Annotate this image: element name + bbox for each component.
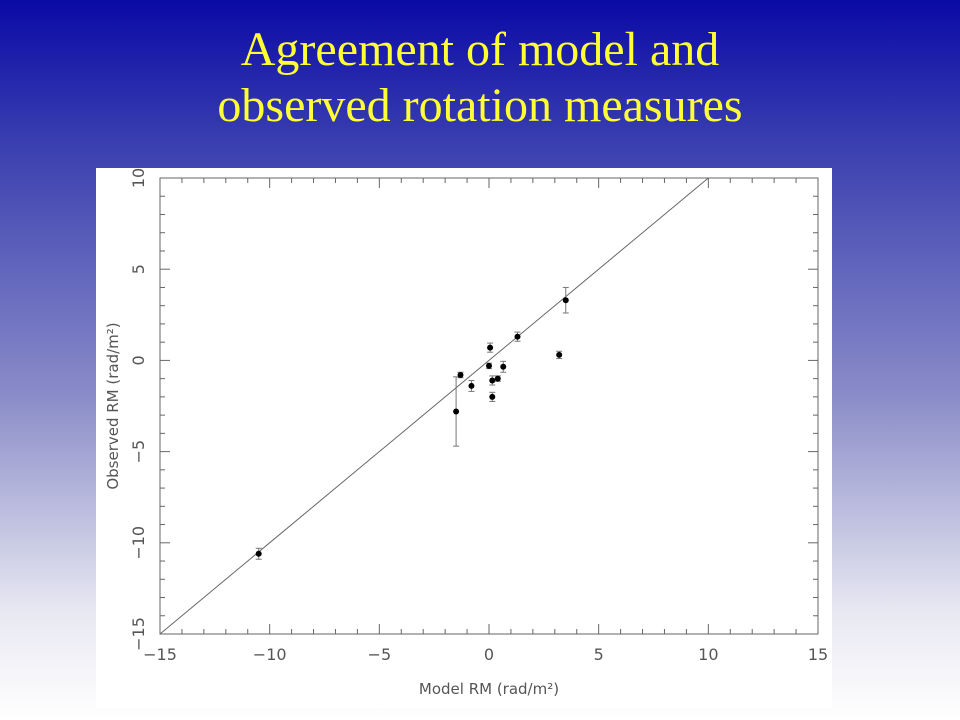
data-point [489,377,496,384]
title-line-1: Agreement of model and [240,23,720,76]
y-axis-label: Observed RM (rad/m²) [104,322,122,489]
y-tick-label: −15 [129,617,148,651]
y-tick-label: −10 [129,526,148,560]
data-point [255,550,262,557]
data-point [457,371,464,378]
data-point [556,351,563,358]
x-tick-label: 0 [484,645,494,664]
y-tick-label: −5 [129,440,148,464]
y-tick-label: 0 [129,355,148,365]
reference-line [159,177,709,635]
x-tick-label: −10 [253,645,287,664]
plot-frame [159,177,819,635]
y-tick-label: 5 [129,264,148,274]
data-point [453,408,460,415]
slide-title: Agreement of model and observed rotation… [0,22,960,134]
y-tick-label: 10 [129,168,148,188]
y-axis: −15 −10 −5 0 5 10 [129,168,818,651]
title-line-2: observed rotation measures [217,79,743,132]
data-point [487,344,494,351]
x-tick-label: −5 [368,645,392,664]
figure-panel: −15 −10 −5 0 5 10 15 −15 −10 −5 0 5 10 Model RM (ra… [96,168,832,708]
data-point [514,333,521,340]
x-tick-label: 15 [808,645,828,664]
x-tick-label: 5 [594,645,604,664]
data-point [500,363,507,370]
scatter-plot: −15 −10 −5 0 5 10 15 −15 −10 −5 0 5 10 Model RM (ra… [104,168,828,698]
x-axis-label: Model RM (rad/m²) [419,680,559,698]
x-tick-label: −15 [143,645,177,664]
data-point [486,362,492,369]
data-point [562,297,569,304]
data-point [494,375,501,382]
x-axis: −15 −10 −5 0 5 10 15 [143,178,828,664]
data-point [489,393,496,400]
x-tick-label: 10 [698,645,718,664]
data-points [255,286,569,560]
data-point [468,382,475,389]
